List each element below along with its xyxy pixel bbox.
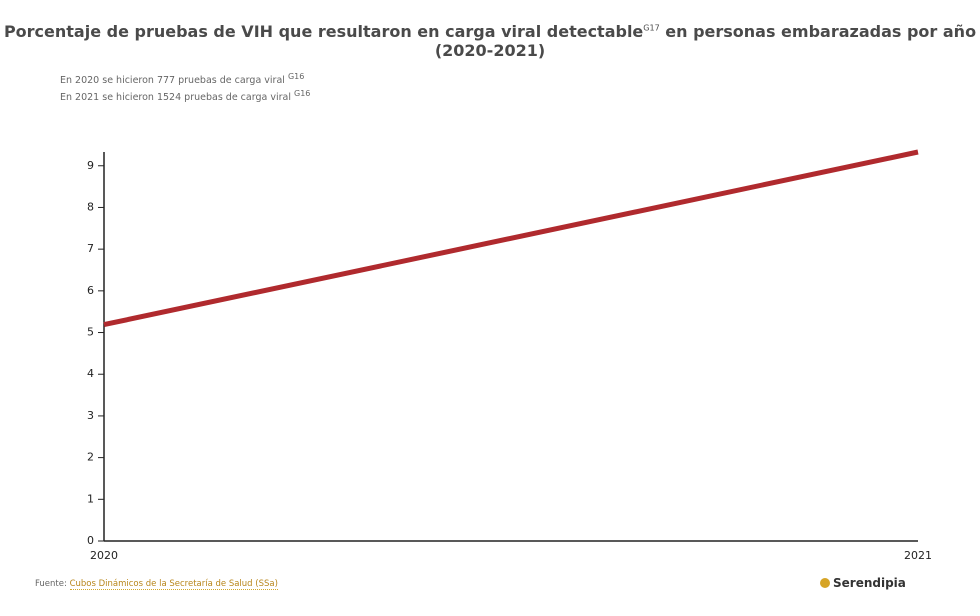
note-text: En 2020 se hicieron 777 pruebas de carga… [60,75,285,87]
chart-title: Porcentaje de pruebas de VIH que resulta… [0,22,980,60]
source: Fuente: Cubos Dinámicos de la Secretaría… [35,579,278,590]
y-tick-label: 4 [87,367,94,380]
title-text: Porcentaje de pruebas de VIH que resulta… [3,22,644,41]
y-tick-label: 5 [87,326,94,339]
source-label: Fuente: [35,579,67,589]
data-line [103,149,919,328]
x-tick-label: 2020 [90,549,118,562]
source-link[interactable]: Cubos Dinámicos de la Secretaría de Salu… [69,579,278,590]
note-ref: G16 [294,89,311,98]
brand: Serendipia [820,576,906,590]
y-tick-label: 7 [87,242,94,255]
y-tick-label: 2 [87,451,94,464]
y-tick-label: 1 [87,492,94,505]
note-ref: G16 [287,72,305,81]
y-tick-label: 8 [87,200,94,213]
y-tick-label: 0 [87,534,94,547]
note: En 2020 se hicieron 777 pruebas de carga… [60,72,304,86]
y-tick-label: 9 [87,159,94,172]
note: En 2021 se hicieron 1524 pruebas de carg… [60,89,310,103]
x-tick-label: 2021 [904,549,932,562]
y-tick-label: 3 [87,409,94,422]
y-tick-label: 6 [87,284,94,297]
title-ref: G17 [643,23,660,33]
note-text: En 2021 se hicieron 1524 pruebas de carg… [60,92,291,104]
title-text: en personas embarazadas por año (2020-20… [434,22,977,60]
